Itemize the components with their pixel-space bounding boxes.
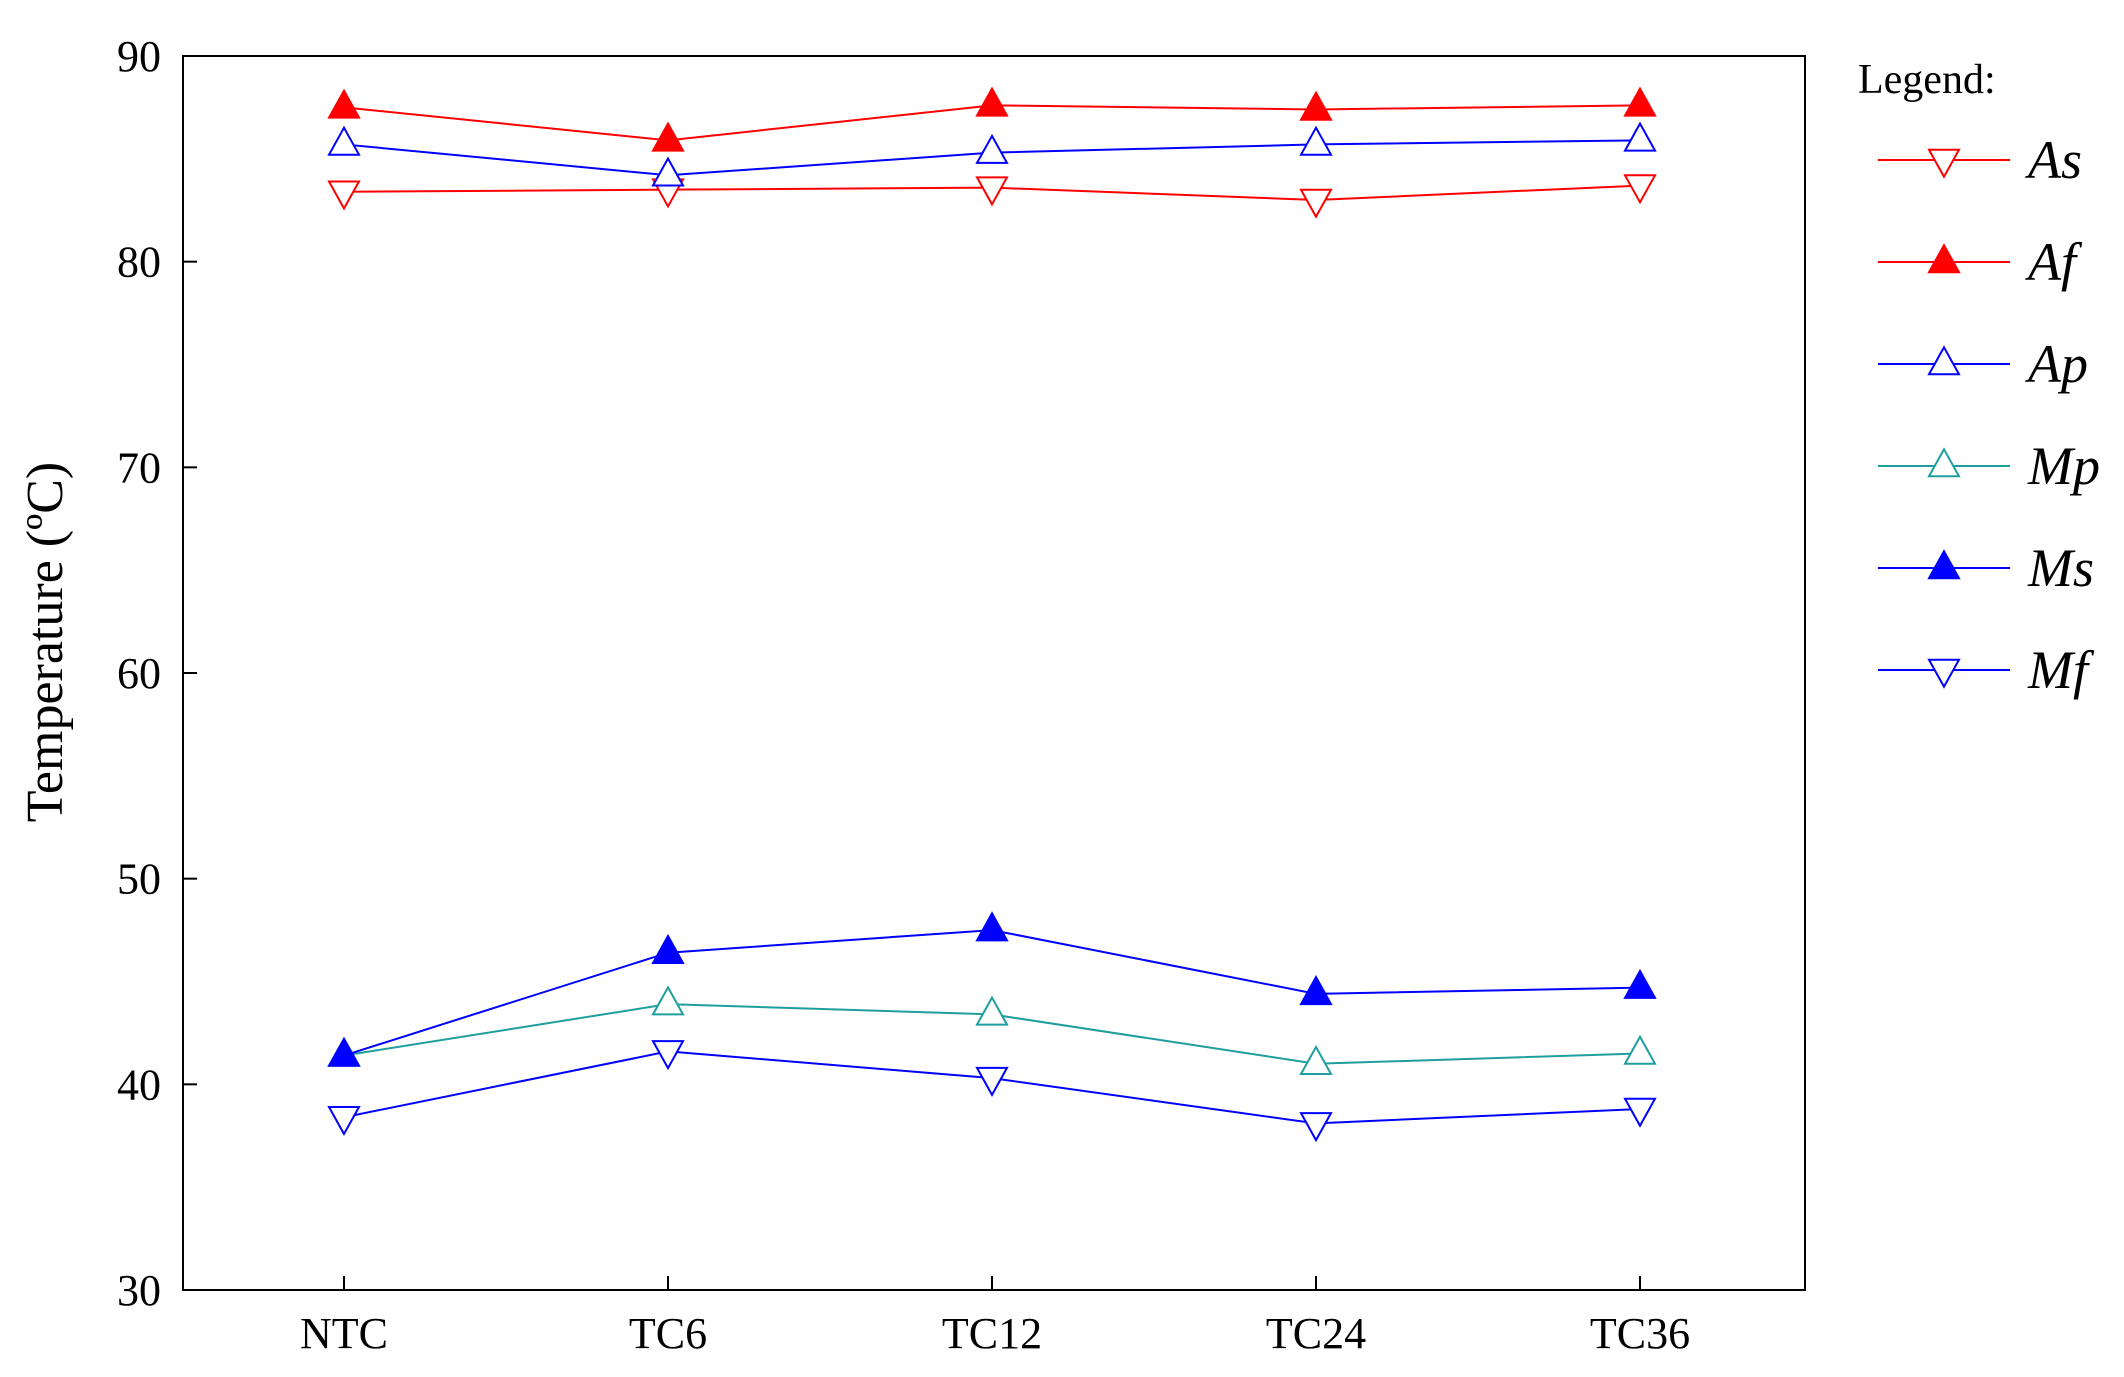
data-point-af — [651, 121, 685, 152]
x-tick-label: TC6 — [629, 1309, 707, 1358]
legend-label: Mp — [2027, 436, 2100, 496]
y-axis-title: Temperature (ºC) — [17, 462, 74, 822]
legend-item-as: As — [1878, 130, 2082, 190]
legend-item-ap: Ap — [1878, 334, 2088, 394]
data-point-mf — [975, 1066, 1009, 1097]
legend-label: Af — [2025, 232, 2083, 292]
data-point-as — [1299, 188, 1333, 219]
legend-label: Mf — [2027, 640, 2095, 700]
data-point-ms — [1623, 968, 1657, 999]
data-point-as — [327, 180, 361, 211]
data-point-mf — [327, 1105, 361, 1137]
data-point-ap — [1299, 125, 1333, 156]
x-tick-label: NTC — [300, 1309, 388, 1358]
x-tick-label: TC24 — [1266, 1309, 1366, 1358]
y-tick-label: 70 — [117, 443, 161, 492]
legend-marker — [1927, 243, 1961, 274]
series-af — [327, 86, 1657, 152]
series-layer — [327, 86, 1657, 1143]
data-point-ap — [651, 156, 685, 187]
y-tick-label: 80 — [117, 238, 161, 287]
legend-item-ms: Ms — [1878, 538, 2094, 598]
data-point-ms — [975, 911, 1009, 942]
x-axis: NTC TC6 TC12 TC24 TC36 — [300, 1276, 1690, 1358]
y-tick-label: 30 — [117, 1266, 161, 1315]
data-point-mf — [651, 1040, 685, 1071]
legend-marker — [1927, 447, 1961, 478]
data-point-af — [327, 88, 361, 119]
data-point-ap — [975, 133, 1009, 164]
legend-marker — [1927, 148, 1961, 179]
data-point-mf — [1299, 1112, 1333, 1143]
data-point-ms — [1299, 975, 1333, 1006]
data-point-mp — [1299, 1044, 1333, 1076]
legend-item-mp: Mp — [1878, 436, 2100, 496]
series-mp — [327, 985, 1657, 1076]
series-line-ms — [343, 929, 1641, 1057]
legend-marker — [1927, 345, 1961, 376]
x-tick-label: TC36 — [1590, 1309, 1690, 1358]
data-point-ap — [1623, 121, 1657, 152]
y-tick-label: 90 — [117, 32, 161, 81]
legend: As Af Ap Mp Ms Mf — [1878, 130, 2100, 700]
data-point-mf — [1623, 1097, 1657, 1128]
y-tick-label: 40 — [117, 1060, 161, 1109]
x-tick-label: TC12 — [942, 1309, 1042, 1358]
data-point-ap — [327, 125, 361, 156]
data-point-as — [1623, 174, 1657, 205]
y-axis: 30 40 50 60 70 80 90 — [117, 32, 197, 1315]
data-point-ms — [651, 933, 685, 964]
data-point-ms — [327, 1036, 361, 1067]
legend-marker — [1927, 658, 1961, 689]
data-point-af — [1299, 90, 1333, 121]
plot-frame — [182, 55, 1806, 1291]
y-tick-label: 50 — [117, 855, 161, 904]
legend-marker — [1927, 549, 1961, 580]
series-ms — [327, 911, 1657, 1067]
legend-label: As — [2025, 130, 2082, 190]
legend-label: Ap — [2025, 334, 2088, 394]
legend-item-mf: Mf — [1878, 640, 2095, 700]
series-as — [327, 174, 1657, 219]
legend-title: Legend: — [1858, 57, 1996, 103]
legend-item-af: Af — [1878, 232, 2083, 292]
data-point-af — [1623, 86, 1657, 117]
legend-label: Ms — [2027, 538, 2094, 598]
series-mf — [327, 1040, 1657, 1143]
data-point-af — [975, 86, 1009, 117]
data-point-as — [975, 176, 1009, 207]
data-point-mp — [651, 985, 685, 1016]
data-point-mp — [975, 995, 1009, 1026]
data-point-mp — [1623, 1034, 1657, 1065]
series-ap — [327, 121, 1657, 187]
y-tick-label: 60 — [117, 649, 161, 698]
